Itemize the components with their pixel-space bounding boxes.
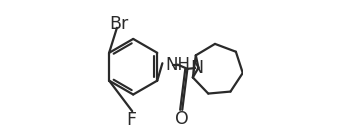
Text: O: O	[175, 110, 189, 128]
Text: N: N	[190, 59, 203, 77]
Text: Br: Br	[109, 15, 128, 33]
Text: NH: NH	[166, 56, 191, 74]
Text: F: F	[126, 111, 136, 129]
